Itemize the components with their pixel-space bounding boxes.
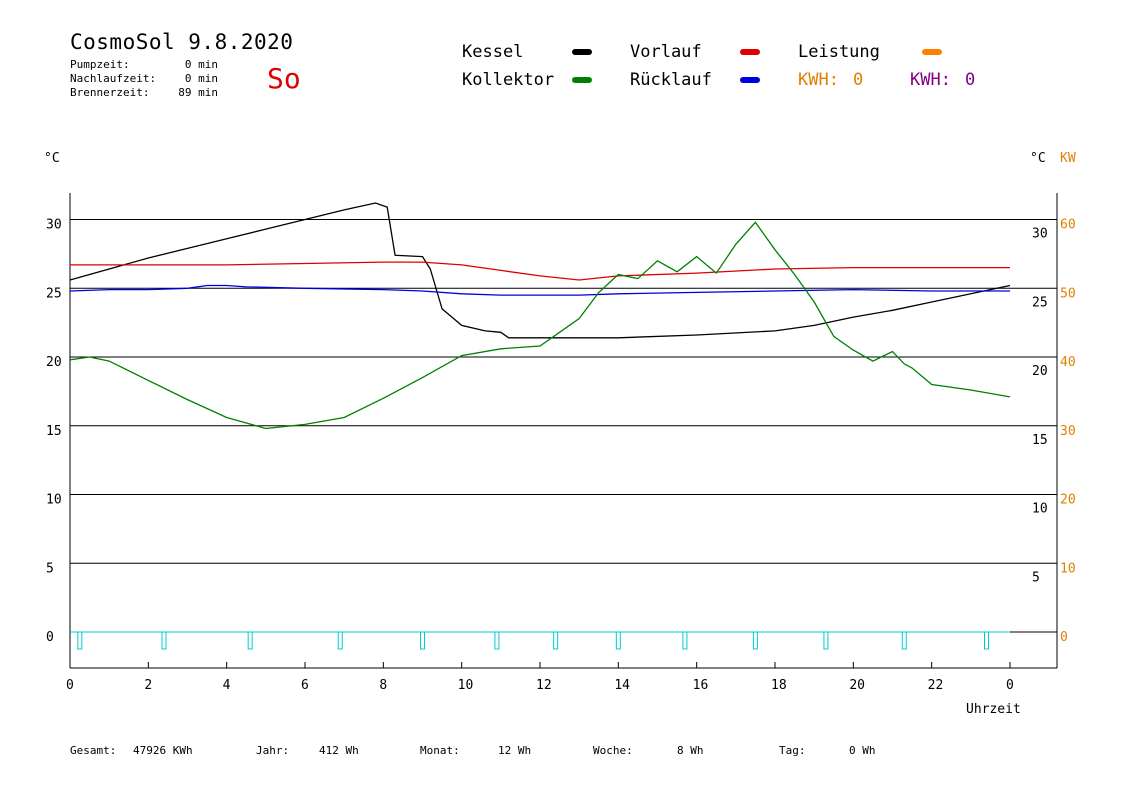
stat-brennerzeit-label: Brennerzeit: <box>70 86 150 99</box>
y-left-tick-label: 15 <box>46 424 62 439</box>
y-right-tick-label: 20 <box>1032 364 1048 379</box>
leistung-pulse <box>823 631 829 650</box>
stat-pumpzeit-label: Pumpzeit: <box>70 58 130 71</box>
footer-tag-value: 0 Wh <box>849 744 876 757</box>
x-tick-label: 12 <box>536 678 552 693</box>
legend-kwh-purple-value: 0 <box>965 70 976 90</box>
footer-woche-value: 8 Wh <box>677 744 704 757</box>
footer-jahr-label: Jahr: <box>256 744 290 757</box>
footer-monat-value: 12 Wh <box>498 744 532 757</box>
y-left-tick-label: 25 <box>46 286 62 301</box>
leistung-pulse <box>984 631 989 650</box>
y-left-tick-label: 30 <box>46 218 62 233</box>
y-right2-tick-label: 50 <box>1060 286 1076 301</box>
x-tick-label: 14 <box>614 678 630 693</box>
x-tick-label: 22 <box>928 678 944 693</box>
leistung-pulse <box>553 631 559 650</box>
x-axis-label: Uhrzeit <box>966 702 1021 717</box>
series-vorlauf-line <box>70 261 1010 281</box>
y-right-tick-label: 15 <box>1032 433 1048 448</box>
footer-tag-label: Tag: <box>779 744 806 757</box>
x-tick-label: 2 <box>144 678 152 693</box>
stat-brennerzeit-value: 89 min <box>178 86 218 99</box>
legend-kessel-label: Kessel <box>462 42 524 62</box>
leistung-pulse <box>161 631 167 650</box>
y-right-tick-label: 10 <box>1032 502 1048 517</box>
footer-gesamt-value: 47926 KWh <box>133 744 193 757</box>
leistung-pulse <box>615 631 621 650</box>
y-right2-tick-label: 0 <box>1060 630 1068 645</box>
x-tick-label: 0 <box>66 678 74 693</box>
y-left-tick-label: 20 <box>46 355 62 370</box>
leistung-pulse <box>494 631 500 650</box>
legend-kessel-swatch <box>572 49 592 55</box>
leistung-pulse <box>77 631 83 650</box>
stat-nachlaufzeit-label: Nachlaufzeit: <box>70 72 157 85</box>
leistung-pulse <box>420 631 425 650</box>
y-left-tick-label: 5 <box>46 561 54 576</box>
legend-kwh-orange-label: KWH: <box>798 70 839 90</box>
y-right2-tick-label: 60 <box>1060 218 1076 233</box>
legend-kwh-orange-value: 0 <box>853 70 864 90</box>
y-right2-tick-label: 10 <box>1060 561 1076 576</box>
y-right-unit: °C <box>1030 151 1046 166</box>
x-tick-label: 10 <box>458 678 474 693</box>
footer-jahr-value: 412 Wh <box>319 744 359 757</box>
y-left-unit: °C <box>44 151 60 166</box>
series-rcklauf-line <box>69 284 1010 296</box>
y-left-tick-label: 10 <box>46 493 62 508</box>
series-kessel-line <box>69 202 1011 339</box>
leistung-pulse <box>247 631 253 650</box>
x-tick-label: 16 <box>693 678 709 693</box>
legend-leistung-swatch <box>922 49 942 55</box>
y-right2-tick-label: 30 <box>1060 424 1076 439</box>
stat-nachlaufzeit-value: 0 min <box>184 72 218 85</box>
legend-kwh-purple-label: KWH: <box>910 70 951 90</box>
legend-ruecklauf-swatch <box>740 77 760 83</box>
legend-vorlauf-label: Vorlauf <box>630 42 702 62</box>
x-tick-label: 4 <box>223 678 231 693</box>
weekday-label: So <box>267 62 301 95</box>
legend-kollektor-swatch <box>572 77 592 83</box>
footer-monat-label: Monat: <box>420 744 460 757</box>
chart-title: CosmoSol 9.8.2020 <box>70 30 294 54</box>
stat-pumpzeit-value: 0 min <box>184 58 218 71</box>
legend-ruecklauf-label: Rücklauf <box>630 70 712 90</box>
leistung-pulse <box>682 631 688 650</box>
footer-gesamt-label: Gesamt: <box>70 744 117 757</box>
y-left-tick-label: 0 <box>46 630 54 645</box>
legend-leistung-label: Leistung <box>798 42 880 62</box>
x-tick-label: 18 <box>771 678 787 693</box>
y-right-tick-label: 5 <box>1032 570 1040 585</box>
y-right-tick-label: 25 <box>1032 295 1048 310</box>
footer-woche-label: Woche: <box>593 744 633 757</box>
legend-kollektor-label: Kollektor <box>462 70 555 90</box>
leistung-pulse <box>901 631 907 650</box>
series-kollektor-line <box>69 221 1011 430</box>
x-tick-label: 0 <box>1006 678 1014 693</box>
leistung-pulse <box>337 631 343 650</box>
x-tick-label: 8 <box>379 678 387 693</box>
leistung-pulse <box>752 631 758 650</box>
y-right-tick-label: 30 <box>1032 227 1048 242</box>
x-tick-label: 6 <box>301 678 309 693</box>
x-tick-label: 20 <box>849 678 865 693</box>
y-right2-tick-label: 40 <box>1060 355 1076 370</box>
y-right2-unit: KW <box>1060 151 1076 166</box>
legend-vorlauf-swatch <box>740 49 760 55</box>
y-right2-tick-label: 20 <box>1060 493 1076 508</box>
